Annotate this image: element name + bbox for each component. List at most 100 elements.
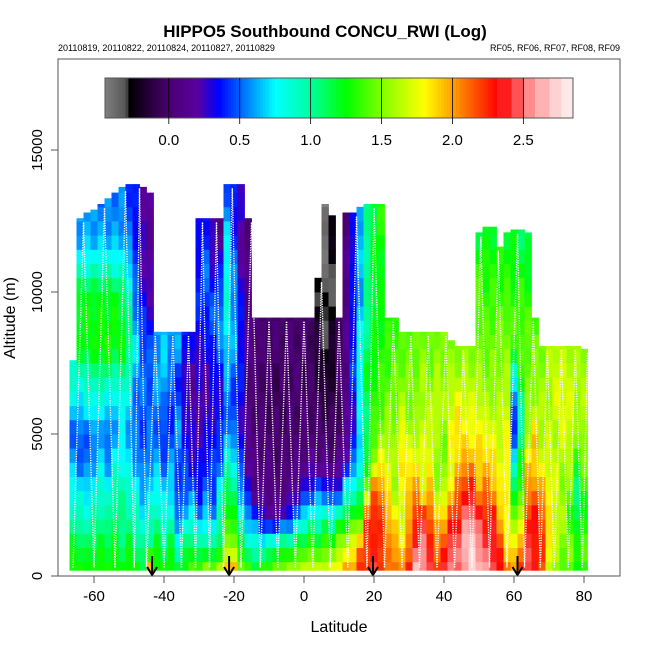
heatmap-cell bbox=[307, 320, 315, 335]
heatmap-cell bbox=[342, 277, 350, 293]
heatmap-cell bbox=[188, 391, 196, 406]
heatmap-cell bbox=[545, 348, 553, 364]
heatmap-cell bbox=[237, 249, 245, 264]
heatmap-cell bbox=[244, 391, 252, 406]
heatmap-cell bbox=[265, 419, 273, 435]
heatmap-cell bbox=[412, 434, 420, 449]
heatmap-cell bbox=[342, 561, 350, 571]
heatmap-cell bbox=[398, 331, 406, 335]
heatmap-cell bbox=[377, 391, 385, 406]
heatmap-cell bbox=[181, 405, 189, 421]
heatmap-cell bbox=[216, 320, 224, 335]
heatmap-cell bbox=[111, 206, 119, 222]
colorbar-segment bbox=[172, 78, 176, 118]
heatmap-cell bbox=[433, 405, 441, 421]
colorbar-segment bbox=[394, 78, 398, 118]
heatmap-cell bbox=[349, 547, 357, 563]
heatmap-cell bbox=[111, 391, 119, 406]
heatmap-cell bbox=[111, 348, 119, 364]
heatmap-cell bbox=[251, 363, 259, 378]
heatmap-cell bbox=[118, 235, 126, 250]
y-tick-label: 15000 bbox=[29, 129, 46, 171]
colorbar-segment bbox=[461, 78, 466, 118]
heatmap-cell bbox=[552, 348, 560, 364]
heatmap-cell bbox=[195, 320, 203, 335]
heatmap-cell bbox=[349, 490, 357, 506]
heatmap-cell bbox=[510, 476, 518, 492]
heatmap-cell bbox=[272, 448, 280, 463]
heatmap-cell bbox=[496, 533, 504, 548]
heatmap-cell bbox=[328, 547, 336, 563]
colorbar-tick-label: 2.0 bbox=[442, 132, 463, 149]
heatmap-cell bbox=[475, 505, 483, 520]
colorbar-segment bbox=[300, 78, 305, 118]
colorbar-segment bbox=[534, 78, 539, 118]
heatmap-cell bbox=[83, 363, 91, 378]
heatmap-cell bbox=[195, 221, 203, 236]
heatmap-cell bbox=[377, 235, 385, 250]
heatmap-cell bbox=[195, 235, 203, 250]
heatmap-cell bbox=[251, 448, 259, 463]
heatmap-cell bbox=[517, 419, 525, 435]
heatmap-cell bbox=[300, 490, 308, 506]
heatmap-cell bbox=[356, 306, 364, 321]
heatmap-cell bbox=[244, 547, 252, 563]
heatmap-cell bbox=[454, 561, 462, 571]
colorbar-segment bbox=[344, 78, 349, 118]
heatmap-cell bbox=[419, 476, 427, 492]
heatmap-cell bbox=[76, 391, 84, 406]
heatmap-cell bbox=[139, 334, 147, 350]
heatmap-cell bbox=[454, 505, 462, 520]
heatmap-cell bbox=[307, 434, 315, 449]
heatmap-cell bbox=[314, 434, 322, 449]
heatmap-cell bbox=[454, 547, 462, 563]
heatmap-cell bbox=[97, 533, 105, 548]
heatmap-cell bbox=[118, 292, 126, 307]
heatmap-cell bbox=[356, 448, 364, 463]
heatmap-cell bbox=[223, 235, 231, 250]
heatmap-cell bbox=[398, 363, 406, 378]
heatmap-cell bbox=[447, 505, 455, 520]
heatmap-cell bbox=[433, 476, 441, 492]
heatmap-cell bbox=[517, 561, 525, 571]
heatmap-cell bbox=[440, 419, 448, 435]
heatmap-cell bbox=[104, 263, 112, 279]
heatmap-cell bbox=[118, 490, 126, 506]
heatmap-cell bbox=[314, 476, 322, 492]
heatmap-cell bbox=[356, 547, 364, 563]
heatmap-cell bbox=[272, 547, 280, 563]
heatmap-cells bbox=[69, 184, 588, 571]
heatmap-cell bbox=[202, 533, 210, 548]
heatmap-cell bbox=[76, 277, 84, 293]
heatmap-cell bbox=[419, 561, 427, 571]
heatmap-cell bbox=[384, 547, 392, 563]
heatmap-cell bbox=[69, 476, 77, 492]
colorbar-segment bbox=[230, 78, 235, 118]
x-tick-label: 40 bbox=[436, 588, 453, 605]
heatmap-cell bbox=[426, 462, 434, 477]
heatmap-cell bbox=[489, 235, 497, 250]
colorbar-segment bbox=[382, 78, 387, 118]
heatmap-cell bbox=[83, 434, 91, 449]
heatmap-cell bbox=[531, 320, 539, 335]
heatmap-cell bbox=[76, 448, 84, 463]
heatmap-cell bbox=[370, 277, 378, 293]
colorbar-segment bbox=[201, 78, 205, 118]
heatmap-cell bbox=[321, 204, 329, 208]
heatmap-cell bbox=[265, 505, 273, 520]
heatmap-cell bbox=[258, 533, 266, 548]
heatmap-cell bbox=[356, 419, 364, 435]
heatmap-cell bbox=[391, 448, 399, 463]
heatmap-cell bbox=[538, 363, 546, 378]
heatmap-cell bbox=[356, 221, 364, 236]
heatmap-cell bbox=[300, 476, 308, 492]
heatmap-cell bbox=[454, 363, 462, 378]
heatmap-cell bbox=[209, 306, 217, 321]
heatmap-cell bbox=[104, 363, 112, 378]
heatmap-cell bbox=[216, 490, 224, 506]
y-tick-label: 0 bbox=[29, 572, 46, 580]
heatmap-cell bbox=[503, 462, 511, 477]
heatmap-cell bbox=[363, 292, 371, 307]
heatmap-cell bbox=[363, 206, 371, 222]
heatmap-cell bbox=[538, 434, 546, 449]
